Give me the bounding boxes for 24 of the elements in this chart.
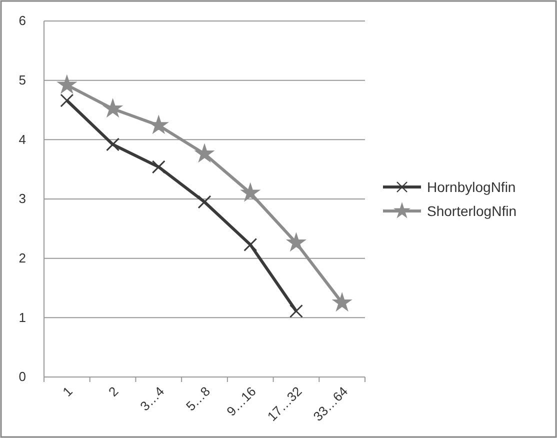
point bbox=[198, 195, 212, 209]
point bbox=[287, 234, 305, 250]
y-tick-label: 0 bbox=[18, 369, 26, 384]
point bbox=[106, 138, 120, 152]
point bbox=[333, 294, 351, 310]
y-tick-label: 2 bbox=[18, 250, 26, 266]
point bbox=[150, 116, 168, 133]
point bbox=[289, 304, 303, 318]
x-tick-label: 2 bbox=[106, 384, 122, 400]
point bbox=[104, 100, 122, 116]
legend-label: ShorterlogNfin bbox=[427, 203, 516, 219]
y-tick-label: 3 bbox=[18, 191, 26, 206]
point bbox=[58, 76, 76, 93]
y-tick-label: 4 bbox=[18, 132, 26, 147]
point bbox=[244, 238, 258, 252]
x-tick-label: 1 bbox=[60, 384, 76, 400]
y-tick-label: 5 bbox=[18, 72, 26, 88]
y-tick-label: 6 bbox=[18, 13, 26, 28]
point bbox=[152, 160, 166, 174]
point bbox=[242, 184, 260, 201]
y-tick-label: 1 bbox=[18, 310, 26, 325]
legend-label: HornbylogNfin bbox=[427, 179, 516, 195]
point bbox=[60, 94, 74, 108]
point bbox=[196, 144, 214, 162]
